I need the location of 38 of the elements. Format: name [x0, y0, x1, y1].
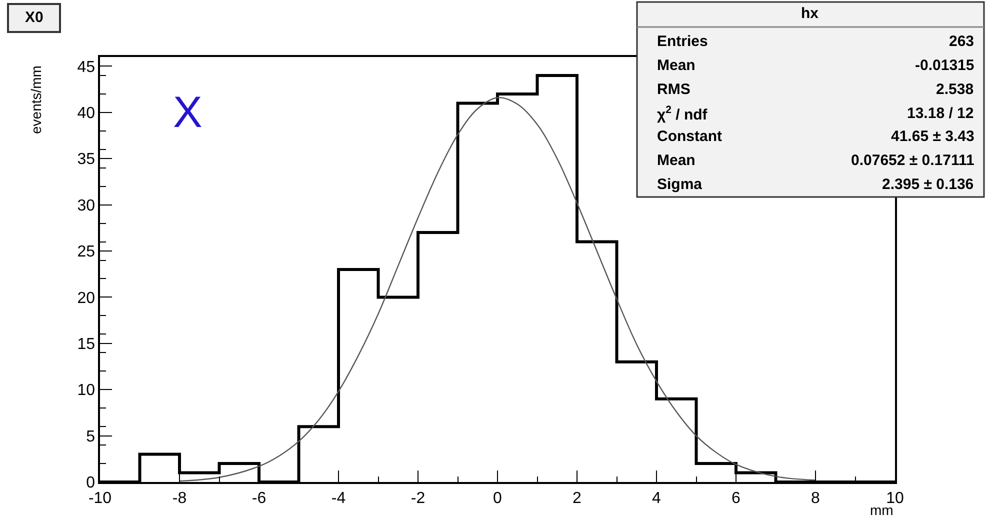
annotation: RMS — [657, 81, 690, 98]
text: -0.01315 — [915, 57, 974, 74]
text: Entries — [657, 33, 708, 50]
y-tick-label: 15 — [77, 336, 96, 354]
annotation: χ$^{2}$ / ndf — [657, 104, 708, 124]
text: 2.538 — [936, 81, 974, 98]
y-tick-label: 25 — [77, 244, 96, 261]
x-tick-label: 2 — [572, 490, 582, 507]
text: X0 — [25, 9, 44, 26]
annotation: 0.07652 ± 0.17111 — [851, 152, 974, 169]
x-tick-label: -6 — [252, 490, 266, 507]
annotation: Mean — [657, 152, 696, 169]
text: hx — [801, 5, 820, 22]
text: 263 — [949, 33, 974, 50]
annotation: 41.65 ± 3.43 — [891, 128, 974, 145]
annotation: 2.395 ± 0.136 — [882, 176, 974, 193]
annotation: Constant — [657, 128, 722, 145]
y-axis-title: events/mm — [28, 66, 44, 134]
x-tick-label: 8 — [811, 490, 820, 507]
y-tick-label: 20 — [77, 290, 96, 307]
annotation: X — [173, 88, 202, 137]
x-tick-label: 0 — [493, 490, 502, 507]
y-tick-label: 5 — [86, 428, 96, 446]
x-tick-label: 4 — [652, 490, 662, 507]
annotation: Mean — [657, 57, 696, 74]
x-tick-label: -10 — [88, 490, 112, 507]
y-tick-label: 40 — [77, 105, 96, 122]
annotation: Sigma — [657, 176, 703, 193]
x-tick-label: 6 — [732, 490, 741, 507]
x-tick-label: -8 — [172, 490, 187, 507]
y-tick-label: 45 — [77, 58, 96, 76]
y-tick-label: 35 — [77, 151, 96, 168]
y-tick-label: 10 — [77, 382, 96, 400]
x-tick-label: -4 — [331, 490, 346, 507]
y-tick-label: 0 — [86, 474, 96, 492]
text: 13.18 / 12 — [907, 105, 974, 122]
y-tick-label: 30 — [77, 197, 96, 214]
x-tick-label: -2 — [410, 490, 426, 507]
